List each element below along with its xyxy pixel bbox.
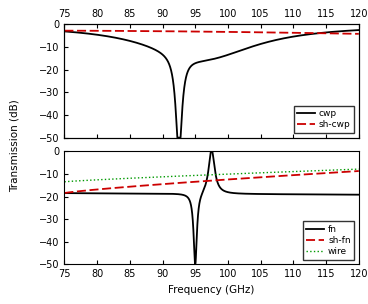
wire — [116, 177, 120, 181]
fn — [62, 191, 67, 195]
fn — [209, 149, 213, 153]
X-axis label: Frequency (GHz): Frequency (GHz) — [169, 285, 255, 295]
Legend: fn, sh-fn, wire: fn, sh-fn, wire — [303, 221, 354, 260]
Legend: cwp, sh-cwp: cwp, sh-cwp — [294, 105, 354, 133]
cwp — [304, 33, 309, 36]
Text: Transmission (dB): Transmission (dB) — [10, 99, 20, 192]
sh-cwp — [304, 31, 309, 35]
sh-fn — [254, 176, 258, 179]
fn — [304, 192, 309, 196]
wire — [254, 171, 258, 175]
sh-fn — [116, 186, 120, 189]
sh-fn — [304, 172, 309, 176]
cwp — [62, 29, 67, 33]
fn — [116, 192, 120, 195]
sh-cwp — [254, 30, 258, 34]
fn — [357, 193, 361, 196]
sh-fn — [175, 181, 179, 185]
cwp — [254, 43, 258, 47]
wire — [304, 169, 309, 173]
cwp — [175, 136, 180, 140]
wire — [357, 167, 361, 171]
fn — [175, 192, 179, 196]
Line: fn: fn — [64, 151, 359, 264]
sh-cwp — [62, 29, 67, 33]
Line: sh-fn: sh-fn — [64, 171, 359, 193]
sh-cwp — [116, 29, 120, 33]
fn — [254, 192, 258, 196]
sh-fn — [357, 169, 361, 173]
cwp — [175, 129, 179, 133]
cwp — [116, 36, 120, 40]
wire — [282, 170, 286, 174]
cwp — [239, 49, 243, 52]
sh-cwp — [357, 32, 361, 36]
wire — [62, 180, 67, 184]
fn — [239, 192, 243, 195]
sh-cwp — [239, 30, 243, 34]
sh-cwp — [282, 31, 286, 34]
sh-cwp — [175, 29, 179, 33]
Line: cwp: cwp — [64, 30, 359, 138]
fn — [282, 192, 286, 196]
wire — [175, 174, 179, 178]
wire — [239, 172, 243, 175]
Line: wire: wire — [64, 169, 359, 182]
cwp — [282, 36, 286, 40]
sh-fn — [239, 177, 243, 180]
cwp — [357, 28, 361, 32]
Line: sh-cwp: sh-cwp — [64, 31, 359, 34]
fn — [193, 262, 198, 266]
sh-fn — [282, 174, 286, 178]
sh-fn — [62, 191, 67, 195]
